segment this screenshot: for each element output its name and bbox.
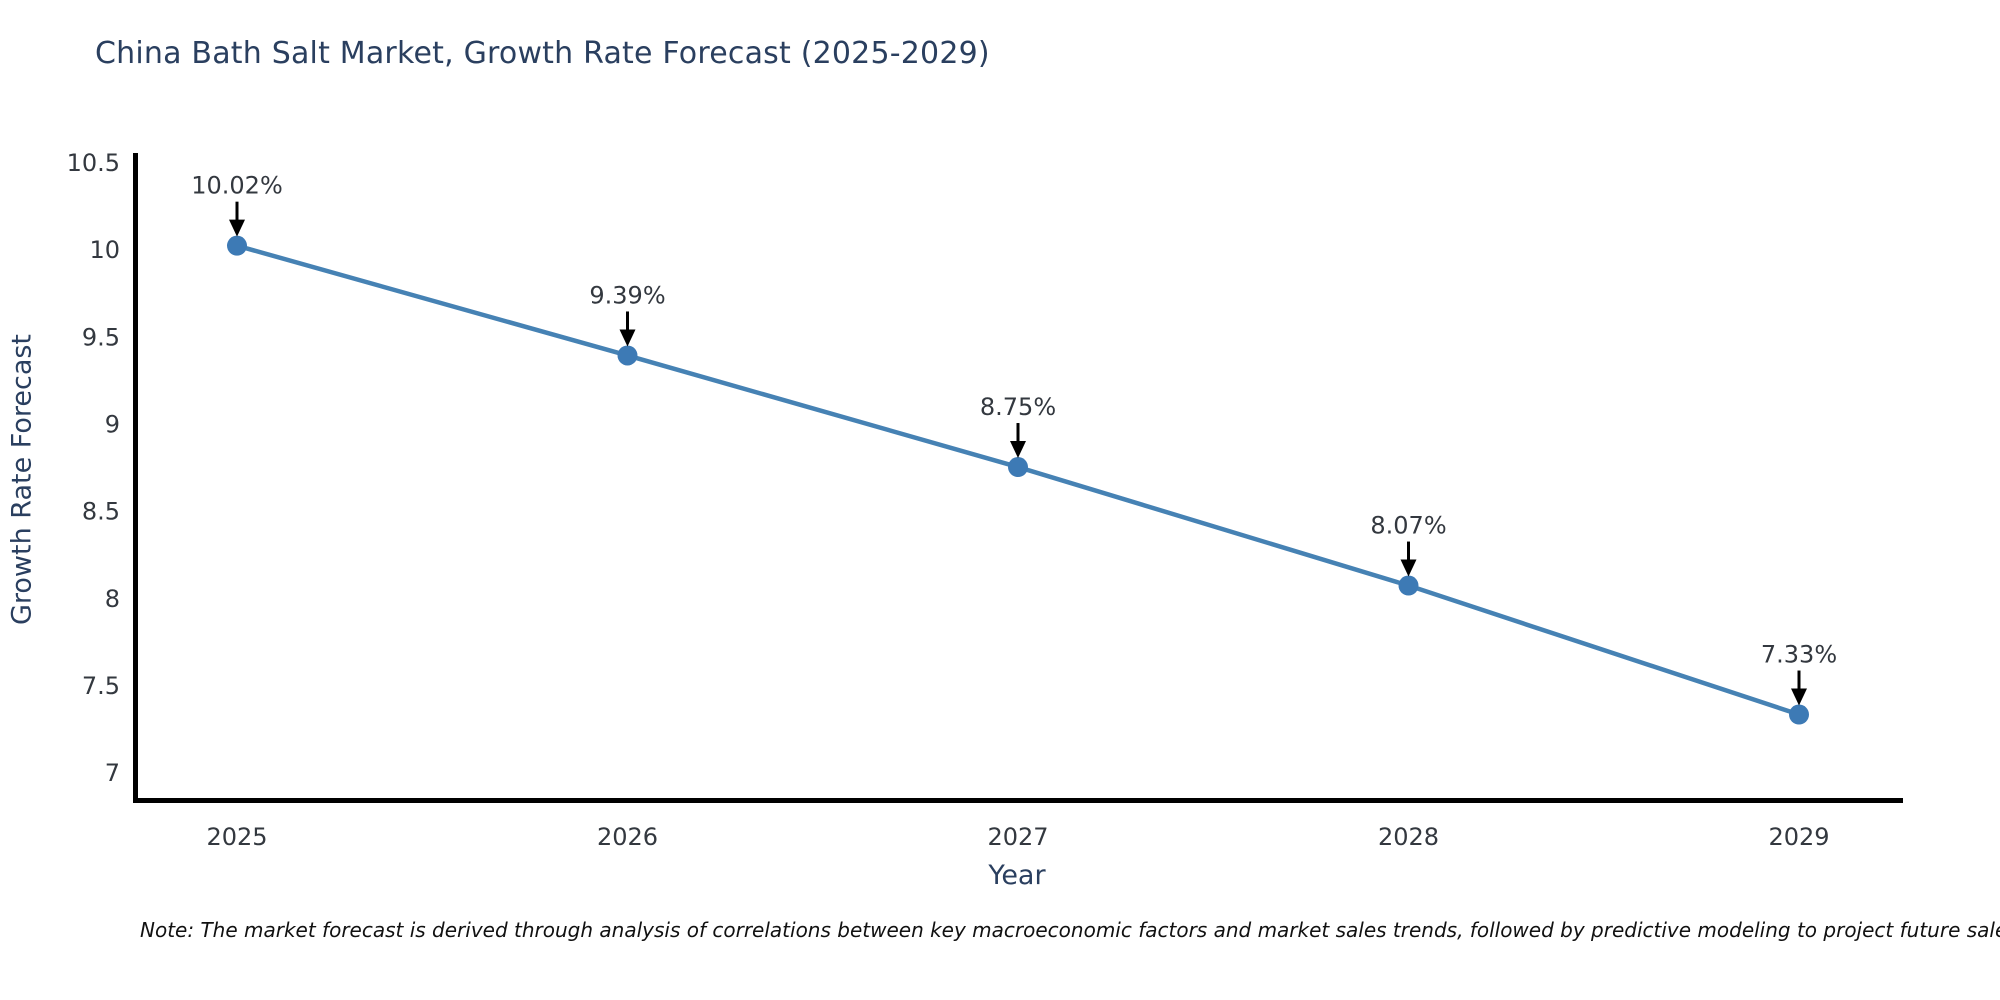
y-axis-title: Growth Rate Forecast: [6, 333, 38, 626]
x-axis-tick-labels: 2025 2026 2027 2028 2029: [206, 823, 1829, 851]
y-tick-label: 8: [105, 585, 120, 613]
annotation-arrow-head: [1791, 688, 1807, 706]
chart-title: China Bath Salt Market, Growth Rate Fore…: [95, 36, 990, 71]
x-axis-title: Year: [988, 860, 1046, 891]
point-annotations: 10.02% 9.39% 8.75% 8.07% 7.33%: [191, 172, 1837, 706]
y-tick-label: 10: [89, 236, 120, 264]
y-tick-label: 7.5: [82, 672, 120, 700]
y-tick-label: 8.5: [82, 498, 120, 526]
data-point-marker: [1789, 704, 1809, 725]
forecast-line-series: [227, 235, 1809, 725]
data-point-marker: [1398, 575, 1419, 596]
data-point-label: 7.33%: [1761, 641, 1837, 669]
annotation-arrow-head: [1010, 441, 1026, 459]
data-point-label: 10.02%: [191, 172, 283, 200]
y-axis-tick-labels: 10.5 10 9.5 9 8.5 8 7.5 7: [67, 149, 120, 787]
data-point-label: 8.75%: [980, 393, 1056, 421]
data-point-marker: [227, 235, 247, 256]
data-point-label: 8.07%: [1370, 512, 1446, 540]
x-tick-label: 2027: [987, 823, 1048, 851]
y-tick-label: 9.5: [82, 323, 120, 351]
forecast-line: [234, 243, 1802, 717]
x-tick-label: 2025: [206, 823, 267, 851]
annotation-arrow-head: [619, 329, 636, 347]
data-point-marker: [1008, 457, 1028, 478]
x-tick-label: 2026: [597, 823, 658, 851]
data-point-marker: [617, 345, 638, 366]
x-tick-label: 2029: [1768, 823, 1829, 851]
y-tick-label: 7: [105, 759, 120, 787]
y-tick-label: 10.5: [67, 149, 120, 177]
annotation-arrow-head: [1400, 559, 1417, 577]
data-point-label: 9.39%: [589, 281, 665, 309]
footnote-text: Note: The market forecast is derived thr…: [140, 918, 2000, 942]
y-tick-label: 9: [105, 410, 120, 438]
x-tick-label: 2028: [1378, 823, 1439, 851]
annotation-arrow-head: [229, 219, 245, 237]
